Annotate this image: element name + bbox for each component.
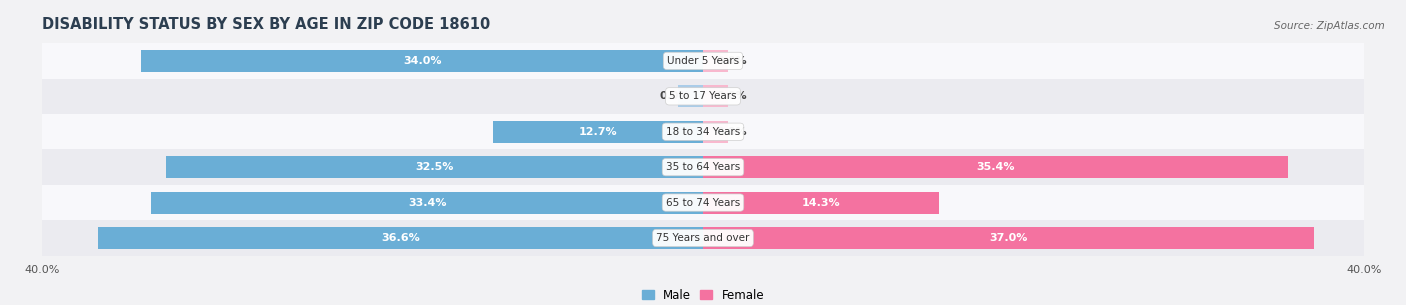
Text: 0.0%: 0.0% xyxy=(716,127,747,137)
Bar xyxy=(42,220,1364,256)
Bar xyxy=(703,121,728,143)
Text: 0.0%: 0.0% xyxy=(659,91,690,101)
Text: 36.6%: 36.6% xyxy=(381,233,420,243)
Text: 35.4%: 35.4% xyxy=(976,162,1015,172)
Text: Under 5 Years: Under 5 Years xyxy=(666,56,740,66)
Text: 37.0%: 37.0% xyxy=(990,233,1028,243)
Bar xyxy=(703,85,728,107)
Text: 75 Years and over: 75 Years and over xyxy=(657,233,749,243)
Text: 33.4%: 33.4% xyxy=(408,198,446,208)
Text: DISABILITY STATUS BY SEX BY AGE IN ZIP CODE 18610: DISABILITY STATUS BY SEX BY AGE IN ZIP C… xyxy=(42,16,491,31)
Bar xyxy=(98,227,703,249)
Bar xyxy=(703,50,728,72)
Bar xyxy=(678,85,703,107)
Text: 5 to 17 Years: 5 to 17 Years xyxy=(669,91,737,101)
Text: 18 to 34 Years: 18 to 34 Years xyxy=(666,127,740,137)
Bar xyxy=(494,121,703,143)
Bar xyxy=(703,192,939,213)
Bar xyxy=(42,114,1364,149)
Bar xyxy=(152,192,703,213)
Text: 65 to 74 Years: 65 to 74 Years xyxy=(666,198,740,208)
Bar xyxy=(703,156,1288,178)
Bar xyxy=(166,156,703,178)
Bar xyxy=(703,227,1315,249)
Bar xyxy=(42,185,1364,220)
Text: 0.0%: 0.0% xyxy=(716,56,747,66)
Text: 12.7%: 12.7% xyxy=(579,127,617,137)
Bar xyxy=(42,43,1364,79)
Text: 35 to 64 Years: 35 to 64 Years xyxy=(666,162,740,172)
Bar xyxy=(42,79,1364,114)
Text: 32.5%: 32.5% xyxy=(415,162,454,172)
Text: 0.0%: 0.0% xyxy=(716,91,747,101)
Bar xyxy=(42,149,1364,185)
Text: 34.0%: 34.0% xyxy=(404,56,441,66)
Bar xyxy=(141,50,703,72)
Text: Source: ZipAtlas.com: Source: ZipAtlas.com xyxy=(1274,21,1385,31)
Text: 14.3%: 14.3% xyxy=(801,198,841,208)
Legend: Male, Female: Male, Female xyxy=(641,289,765,302)
